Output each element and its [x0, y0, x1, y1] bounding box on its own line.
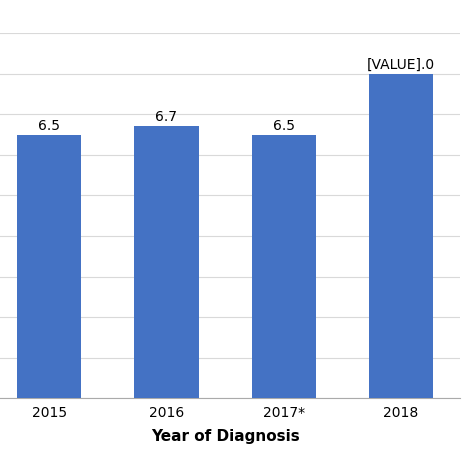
Text: 6.5: 6.5: [38, 118, 60, 133]
Bar: [17, 135, 82, 398]
Bar: [134, 127, 199, 398]
Bar: [369, 74, 433, 398]
Text: 6.5: 6.5: [273, 118, 295, 133]
Text: [VALUE].0: [VALUE].0: [367, 58, 435, 72]
Bar: [252, 135, 316, 398]
X-axis label: Year of Diagnosis: Year of Diagnosis: [151, 429, 300, 444]
Text: 6.7: 6.7: [155, 110, 177, 124]
